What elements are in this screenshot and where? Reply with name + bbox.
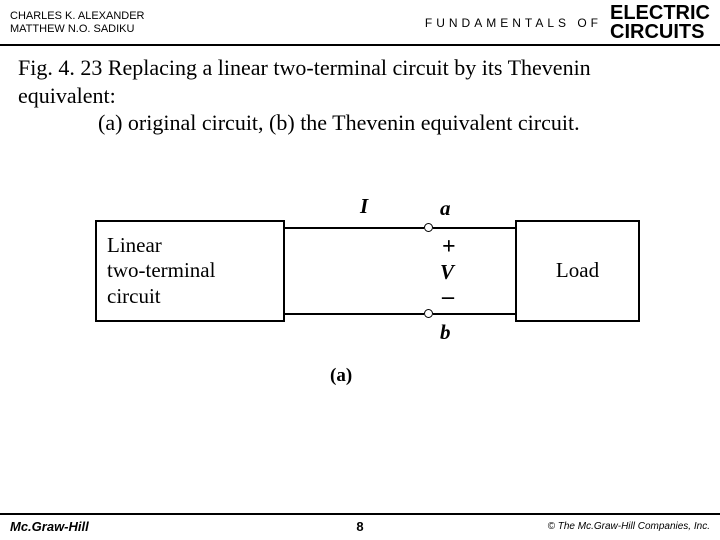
linear-circuit-box: Linear two-terminal circuit — [95, 220, 285, 322]
header-bar: CHARLES K. ALEXANDER MATTHEW N.O. SADIKU… — [0, 0, 720, 46]
wire-top-right — [433, 227, 515, 229]
caption-line-2: equivalent: — [18, 82, 702, 110]
wire-bottom-left — [285, 313, 424, 315]
author-2: MATTHEW N.O. SADIKU — [10, 23, 145, 36]
linear-circuit-label: Linear two-terminal circuit — [107, 233, 215, 309]
terminal-a-node — [424, 223, 433, 232]
author-1: CHARLES K. ALEXANDER — [10, 10, 145, 23]
copyright-label: © The Mc.Graw-Hill Companies, Inc. — [548, 521, 710, 532]
caption-line-3: (a) original circuit, (b) the Thevenin e… — [18, 109, 702, 137]
voltage-V-label: V — [440, 260, 454, 285]
wire-top-left — [285, 227, 424, 229]
electric-circuits: ELECTRIC CIRCUITS — [610, 4, 710, 42]
circuits-word: CIRCUITS — [610, 23, 710, 42]
load-label: Load — [556, 258, 599, 283]
linear-l1: Linear — [107, 233, 215, 258]
linear-l2: two-terminal — [107, 258, 215, 283]
terminal-a-label: a — [440, 196, 451, 221]
current-I-label: I — [360, 194, 368, 219]
book-title: FUNDAMENTALS OF ELECTRIC CIRCUITS — [425, 4, 710, 42]
plus-label: + — [442, 234, 456, 261]
caption-line-1: Fig. 4. 23 Replacing a linear two-termin… — [18, 54, 702, 82]
terminal-b-label: b — [440, 320, 451, 345]
footer-bar: Mc.Graw-Hill 8 © The Mc.Graw-Hill Compan… — [0, 513, 720, 540]
fundamentals-of: FUNDAMENTALS OF — [425, 16, 602, 30]
publisher-label: Mc.Graw-Hill — [10, 519, 89, 534]
minus-label: – — [442, 284, 454, 311]
wire-bottom-right — [433, 313, 515, 315]
circuit-diagram: Linear two-terminal circuit Load I a b +… — [0, 180, 720, 440]
subfigure-label-a: (a) — [330, 365, 352, 387]
load-box: Load — [515, 220, 640, 322]
page-number: 8 — [356, 519, 363, 534]
terminal-b-node — [424, 309, 433, 318]
figure-caption: Fig. 4. 23 Replacing a linear two-termin… — [0, 46, 720, 137]
authors-block: CHARLES K. ALEXANDER MATTHEW N.O. SADIKU — [10, 10, 145, 36]
linear-l3: circuit — [107, 284, 215, 309]
